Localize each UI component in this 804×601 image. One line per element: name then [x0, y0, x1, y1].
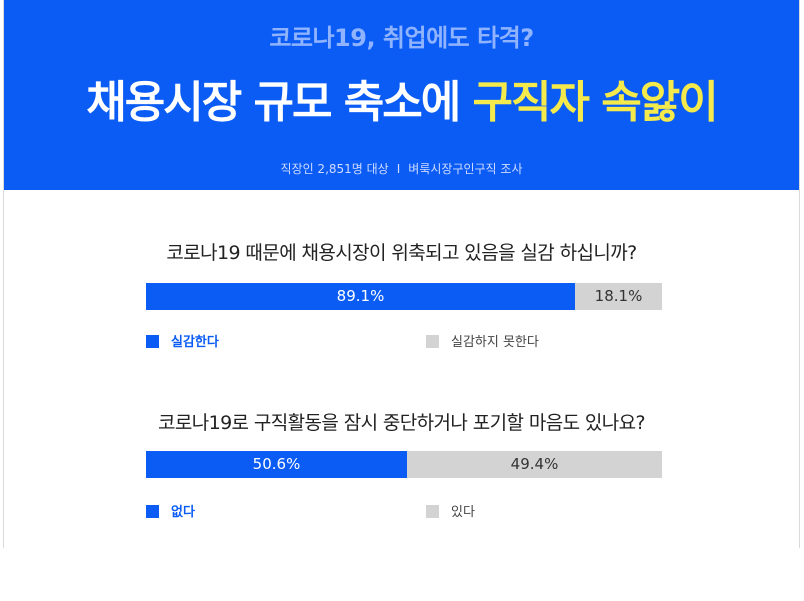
chart2-legend-no-text: 없다 — [171, 505, 195, 520]
headline-highlight: 구직자 속앓이 — [472, 77, 719, 128]
legend-swatch-blue — [146, 505, 159, 518]
chart2-legend-yes: 있다 — [426, 501, 475, 520]
survey-note: 직장인 2,851명 대상 I 벼룩시장구인구직 조사 — [4, 160, 799, 177]
legend-swatch-blue — [146, 335, 159, 348]
chart2-bar-yes: 49.4% — [407, 451, 662, 478]
chart1-legend-no-text: 실감하지 못한다 — [451, 335, 539, 350]
chart1-question: 코로나19 때문에 채용시장이 위축되고 있음을 실감 하십니까? — [166, 242, 637, 264]
chart2-legend-yes-text: 있다 — [451, 505, 475, 520]
legend-swatch-gray — [426, 505, 439, 518]
chart1-bar-no: 18.1% — [575, 283, 662, 310]
headline: 채용시장 규모 축소에 구직자 속앓이 — [4, 66, 799, 130]
chart1-bar-yes: 89.1% — [146, 283, 575, 310]
survey-sample: 직장인 2,851명 대상 — [280, 162, 389, 176]
infographic-card: 코로나19, 취업에도 타격? 채용시장 규모 축소에 구직자 속앓이 직장인 … — [3, 0, 800, 548]
chart2-question: 코로나19로 구직활동을 잠시 중단하거나 포기할 마음도 있나요? — [157, 412, 646, 434]
chart1-label-no: 18.1% — [594, 287, 643, 305]
chart2-label-no: 50.6% — [252, 455, 301, 473]
chart2-label-yes: 49.4% — [510, 455, 559, 473]
supertitle: 코로나19, 취업에도 타격? — [269, 24, 534, 52]
legend-swatch-gray — [426, 335, 439, 348]
headline-part1: 채용시장 규모 축소에 — [86, 77, 473, 128]
chart1-bar: 89.1% 18.1% — [146, 283, 662, 310]
chart2-legend-no: 없다 — [146, 501, 195, 520]
chart1-legend-yes-text: 실감한다 — [171, 335, 219, 350]
chart2-bar: 50.6% 49.4% — [146, 451, 662, 478]
survey-separator: I — [396, 162, 401, 176]
chart1-legend-no: 실감하지 못한다 — [426, 331, 539, 350]
chart1-legend-yes: 실감한다 — [146, 331, 219, 350]
chart2-bar-no: 50.6% — [146, 451, 407, 478]
chart1-label-yes: 89.1% — [336, 287, 385, 305]
header-banner: 코로나19, 취업에도 타격? 채용시장 규모 축소에 구직자 속앓이 직장인 … — [4, 0, 799, 190]
survey-source: 벼룩시장구인구직 조사 — [408, 162, 523, 176]
